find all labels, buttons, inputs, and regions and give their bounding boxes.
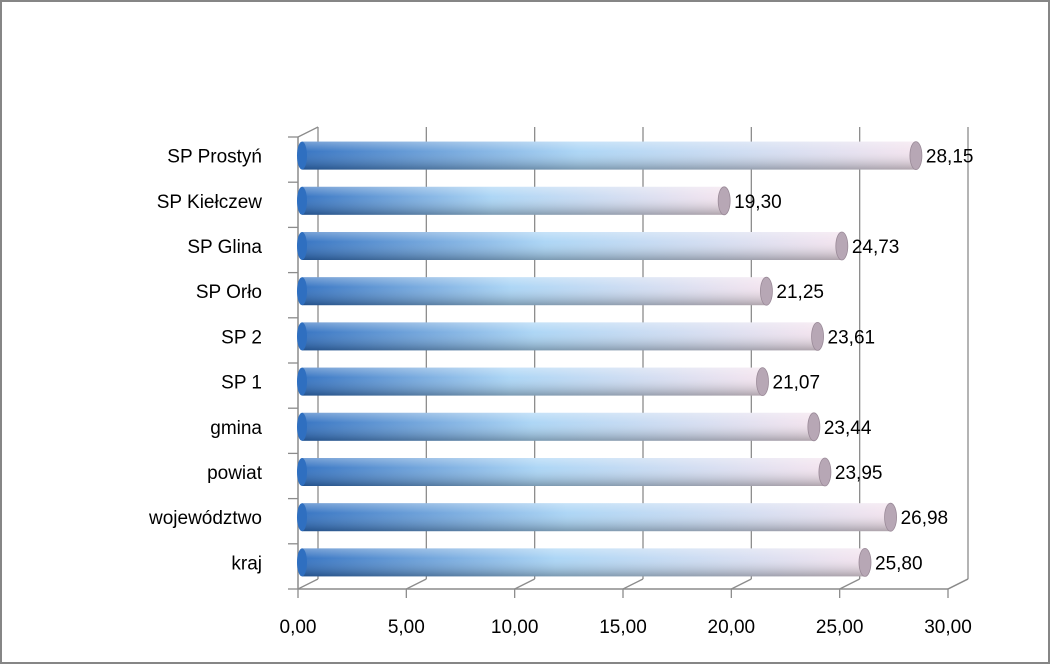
bar-2 xyxy=(297,231,849,261)
data-label-5: 21,07 xyxy=(773,373,821,394)
floor-line-1 xyxy=(406,578,427,590)
category-label-8: województwo xyxy=(148,508,262,529)
bar-end-cap xyxy=(760,276,773,306)
bar-start-cap xyxy=(297,458,307,486)
x-tick-label-3: 15,00 xyxy=(599,617,647,638)
bars xyxy=(297,141,923,577)
data-label-9: 25,80 xyxy=(875,553,923,574)
bar-shade xyxy=(302,458,825,486)
floor-line-2 xyxy=(514,578,535,590)
bar-start-cap xyxy=(297,412,307,441)
bar-end-cap xyxy=(835,231,849,261)
bar-start-cap xyxy=(297,186,307,215)
bar-shade xyxy=(302,412,814,441)
labels: 0,00 5,00 10,00 15,00 20,00 25,00 30,00 SP Pros… xyxy=(148,147,973,638)
bar-start-cap xyxy=(297,322,307,351)
data-label-3: 21,25 xyxy=(776,282,824,303)
bar-shade xyxy=(302,232,842,260)
x-tick-label-2: 10,00 xyxy=(491,617,539,638)
category-label-5: SP 1 xyxy=(221,373,262,394)
bar-start-cap xyxy=(297,277,307,306)
data-label-0: 28,15 xyxy=(926,147,974,168)
x-tick-label-0: 0,00 xyxy=(280,617,317,638)
x-tick-label-1: 5,00 xyxy=(388,617,425,638)
x-tick-label-4: 20,00 xyxy=(708,617,756,638)
category-label-6: gmina xyxy=(210,418,262,439)
y-axis-top-edge xyxy=(297,126,319,138)
x-tick-label-6: 30,00 xyxy=(924,617,972,638)
category-label-3: SP Orło xyxy=(196,282,262,303)
bar-3 xyxy=(297,276,773,306)
category-label-0: SP Prostyń xyxy=(167,147,262,168)
bar-5 xyxy=(297,367,769,397)
bar-end-cap xyxy=(858,548,872,577)
category-label-4: SP 2 xyxy=(221,327,262,348)
bar-6 xyxy=(297,412,821,442)
data-label-2: 24,73 xyxy=(852,237,900,258)
bar-shade xyxy=(302,367,763,396)
data-label-6: 23,44 xyxy=(824,418,872,439)
category-label-9: kraj xyxy=(231,553,262,574)
bar-end-cap xyxy=(807,412,821,442)
bar-shade xyxy=(302,503,891,532)
bar-7 xyxy=(297,457,832,487)
bar-end-cap xyxy=(884,502,897,532)
data-label-7: 23,95 xyxy=(835,463,883,484)
data-label-4: 23,61 xyxy=(828,327,876,348)
bar-end-cap xyxy=(756,367,769,397)
bar-start-cap xyxy=(297,232,307,260)
bar-start-cap xyxy=(297,367,307,396)
bar-shade xyxy=(302,141,916,170)
bar-end-cap xyxy=(818,457,832,487)
bar-end-cap xyxy=(811,321,824,351)
bar-end-cap xyxy=(717,186,731,216)
floor-line-5 xyxy=(839,578,860,590)
bar-shade xyxy=(302,186,725,215)
category-label-7: powiat xyxy=(207,463,263,484)
data-label-1: 19,30 xyxy=(734,192,782,213)
bar-end-cap xyxy=(909,141,923,171)
x-axis-right-edge xyxy=(947,578,969,590)
bar-shade xyxy=(302,322,818,351)
floor-line-0 xyxy=(297,578,319,590)
bar-start-cap xyxy=(297,141,307,170)
bar-shade xyxy=(302,548,865,577)
x-tick-label-5: 25,00 xyxy=(816,617,864,638)
data-label-8: 26,98 xyxy=(901,508,949,529)
category-label-2: SP Glina xyxy=(187,237,262,258)
bar-shade xyxy=(302,277,767,306)
bar-start-cap xyxy=(297,548,307,577)
category-label-1: SP Kiełczew xyxy=(157,192,263,213)
floor-line-3 xyxy=(622,578,644,590)
bar-9 xyxy=(297,548,872,577)
bar-1 xyxy=(297,186,731,216)
bar-start-cap xyxy=(297,503,307,532)
bar-8 xyxy=(297,502,897,532)
bar-4 xyxy=(297,321,824,351)
floor-line-4 xyxy=(731,578,752,590)
bar-0 xyxy=(297,141,923,171)
